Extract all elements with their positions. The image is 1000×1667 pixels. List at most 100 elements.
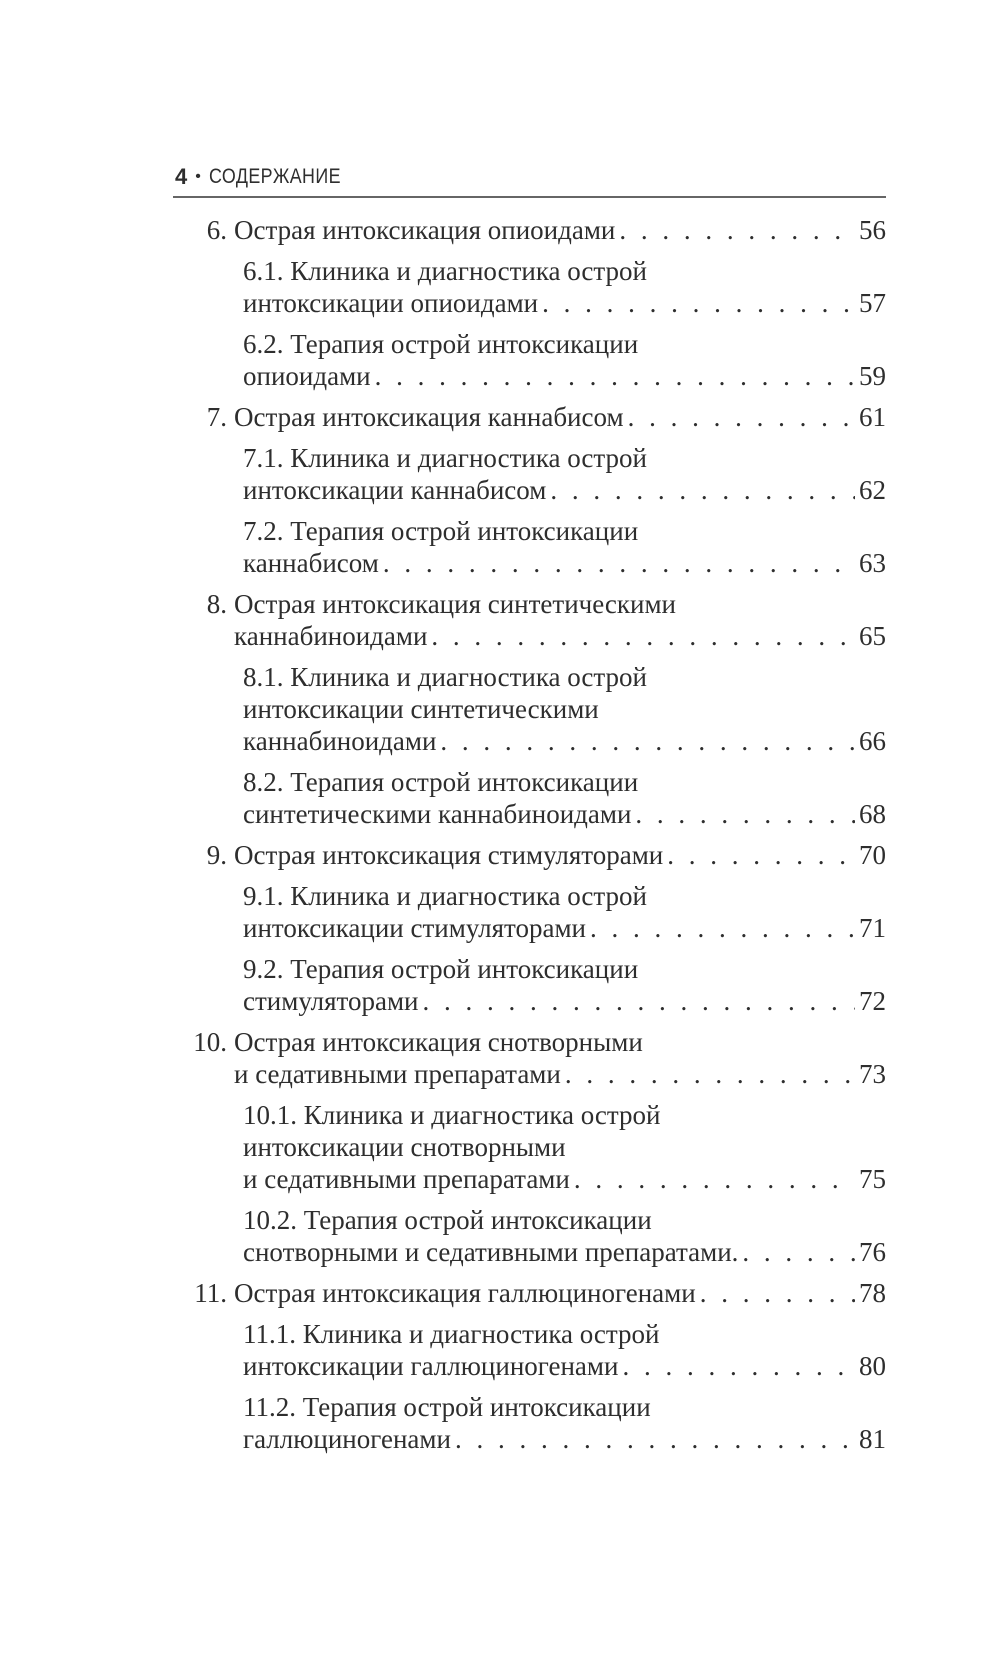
entry-title: Острая интоксикация галлюциногенами xyxy=(234,1278,696,1308)
entry-page-number: 78 xyxy=(859,1278,886,1308)
entry-title: 7.1. Клиника и диагностика острой xyxy=(243,443,647,473)
toc-section[interactable]: 11.1. Клиника и диагностика острой интокс… xyxy=(175,1318,886,1382)
bullet-separator: • xyxy=(195,168,201,185)
table-of-contents: 6.Острая интоксикация опиоидами 56 6.1. Кл… xyxy=(175,214,886,1455)
entry-title: Острая интоксикация стимуляторами xyxy=(234,840,664,870)
running-header: 4 • СОДЕРЖАНИЕ xyxy=(175,164,364,190)
entry-title: снотворными и седативными препаратами. xyxy=(243,1237,739,1267)
entry-title: каннабиноидами xyxy=(234,621,428,651)
entry-page-number: 71 xyxy=(859,913,886,943)
leader-dots xyxy=(590,912,855,944)
entry-page-number: 75 xyxy=(859,1164,886,1194)
entry-title: 10.2. Терапия острой интоксикации xyxy=(243,1205,652,1235)
leader-dots xyxy=(455,1423,855,1455)
header-title: СОДЕРЖАНИЕ xyxy=(208,165,341,188)
entry-title: 7.2. Терапия острой интоксикации xyxy=(243,516,639,546)
entry-line: интоксикации опиоидами 57 xyxy=(175,287,886,319)
entry-title: каннабисом xyxy=(243,548,379,578)
leader-dots xyxy=(628,401,855,433)
leader-dots xyxy=(431,620,855,652)
entry-line: 11.2. Терапия острой интоксикации xyxy=(175,1391,886,1423)
entry-line: синтетическими каннабиноидами 68 xyxy=(175,798,886,830)
chapter-number: 10. xyxy=(193,1027,227,1057)
entry-page-number: 73 xyxy=(859,1059,886,1089)
leader-dots xyxy=(742,1236,855,1268)
toc-section[interactable]: 11.2. Терапия острой интоксикации галлюци… xyxy=(175,1391,886,1455)
leader-dots xyxy=(440,725,855,757)
entry-line: 8.2. Терапия острой интоксикации xyxy=(175,766,886,798)
toc-section[interactable]: 9.1. Клиника и диагностика острой интокси… xyxy=(175,880,886,944)
entry-title: галлюциногенами xyxy=(243,1424,451,1454)
entry-line: интоксикации каннабисом 62 xyxy=(175,474,886,506)
entry-page-number: 56 xyxy=(859,215,886,245)
entry-line: каннабиноидами 66 xyxy=(175,725,886,757)
entry-line: и седативными препаратами 75 xyxy=(175,1163,886,1195)
toc-chapter[interactable]: 9.Острая интоксикация стимуляторами 70 xyxy=(175,839,886,871)
leader-dots xyxy=(375,360,855,392)
toc-section[interactable]: 7.1. Клиника и диагностика острой интокси… xyxy=(175,442,886,506)
leader-dots xyxy=(635,798,855,830)
entry-line: Острая интоксикация синтетическими xyxy=(175,588,886,620)
entry-title: интоксикации опиоидами xyxy=(243,288,539,318)
entry-line: 9.2. Терапия острой интоксикации xyxy=(175,953,886,985)
chapter-number: 9. xyxy=(206,840,227,870)
entry-page-number: 61 xyxy=(859,402,886,432)
toc-chapter[interactable]: 8. Острая интоксикация синтетическими канн… xyxy=(175,588,886,652)
entry-line: 7.1. Клиника и диагностика острой xyxy=(175,442,886,474)
leader-dots xyxy=(619,214,855,246)
toc-section[interactable]: 8.1. Клиника и диагностика острой интокси… xyxy=(175,661,886,757)
leader-dots xyxy=(667,839,855,871)
entry-title: Острая интоксикация каннабисом xyxy=(234,402,624,432)
entry-line: интоксикации снотворными xyxy=(175,1131,886,1163)
entry-line: интоксикации стимуляторами 71 xyxy=(175,912,886,944)
toc-chapter[interactable]: 6.Острая интоксикация опиоидами 56 xyxy=(175,214,886,246)
entry-page-number: 59 xyxy=(859,361,886,391)
entry-title: 6.2. Терапия острой интоксикации xyxy=(243,329,639,359)
toc-section[interactable]: 6.1. Клиника и диагностика острой интокси… xyxy=(175,255,886,319)
entry-title: 9.2. Терапия острой интоксикации xyxy=(243,954,639,984)
entry-title: 9.1. Клиника и диагностика острой xyxy=(243,881,647,911)
leader-dots xyxy=(700,1277,855,1309)
entry-line: опиоидами 59 xyxy=(175,360,886,392)
entry-line: Острая интоксикация каннабисом 61 xyxy=(175,401,886,433)
entry-title: интоксикации галлюциногенами xyxy=(243,1351,619,1381)
entry-title: 11.2. Терапия острой интоксикации xyxy=(243,1392,651,1422)
entry-page-number: 57 xyxy=(859,288,886,318)
entry-page-number: 70 xyxy=(859,840,886,870)
toc-section[interactable]: 6.2. Терапия острой интоксикации опиоидам… xyxy=(175,328,886,392)
entry-page-number: 62 xyxy=(859,475,886,505)
toc-section[interactable]: 8.2. Терапия острой интоксикации синтетич… xyxy=(175,766,886,830)
entry-page-number: 72 xyxy=(859,986,886,1016)
entry-line: 8.1. Клиника и диагностика острой xyxy=(175,661,886,693)
leader-dots xyxy=(565,1058,855,1090)
toc-chapter[interactable]: 10. Острая интоксикация снотворными и седа… xyxy=(175,1026,886,1090)
entry-page-number: 81 xyxy=(859,1424,886,1454)
entry-line: 6.2. Терапия острой интоксикации xyxy=(175,328,886,360)
toc-chapter[interactable]: 7.Острая интоксикация каннабисом 61 xyxy=(175,401,886,433)
toc-section[interactable]: 10.2. Терапия острой интоксикации снотвор… xyxy=(175,1204,886,1268)
entry-title: 8.1. Клиника и диагностика острой xyxy=(243,662,647,692)
entry-page-number: 80 xyxy=(859,1351,886,1381)
entry-page-number: 63 xyxy=(859,548,886,578)
entry-title: интоксикации снотворными xyxy=(243,1132,566,1162)
entry-page-number: 76 xyxy=(859,1237,886,1267)
entry-line: 7.2. Терапия острой интоксикации xyxy=(175,515,886,547)
entry-line: стимуляторами 72 xyxy=(175,985,886,1017)
toc-section[interactable]: 9.2. Терапия острой интоксикации стимулят… xyxy=(175,953,886,1017)
entry-line: 10.1. Клиника и диагностика острой xyxy=(175,1099,886,1131)
entry-page-number: 66 xyxy=(859,726,886,756)
chapter-number: 7. xyxy=(206,402,227,432)
entry-title: 8.2. Терапия острой интоксикации xyxy=(243,767,639,797)
entry-title: каннабиноидами xyxy=(243,726,437,756)
leader-dots xyxy=(622,1350,855,1382)
entry-line: каннабиноидами 65 xyxy=(175,620,886,652)
entry-title: 10.1. Клиника и диагностика острой xyxy=(243,1100,661,1130)
leader-dots xyxy=(383,547,855,579)
toc-section[interactable]: 7.2. Терапия острой интоксикации каннабис… xyxy=(175,515,886,579)
toc-chapter[interactable]: 11.Острая интоксикация галлюциногенами 78 xyxy=(175,1277,886,1309)
entry-line: галлюциногенами 81 xyxy=(175,1423,886,1455)
toc-section[interactable]: 10.1. Клиника и диагностика острой интокс… xyxy=(175,1099,886,1195)
entry-page-number: 65 xyxy=(859,621,886,651)
leader-dots xyxy=(550,474,855,506)
entry-line: Острая интоксикация стимуляторами 70 xyxy=(175,839,886,871)
